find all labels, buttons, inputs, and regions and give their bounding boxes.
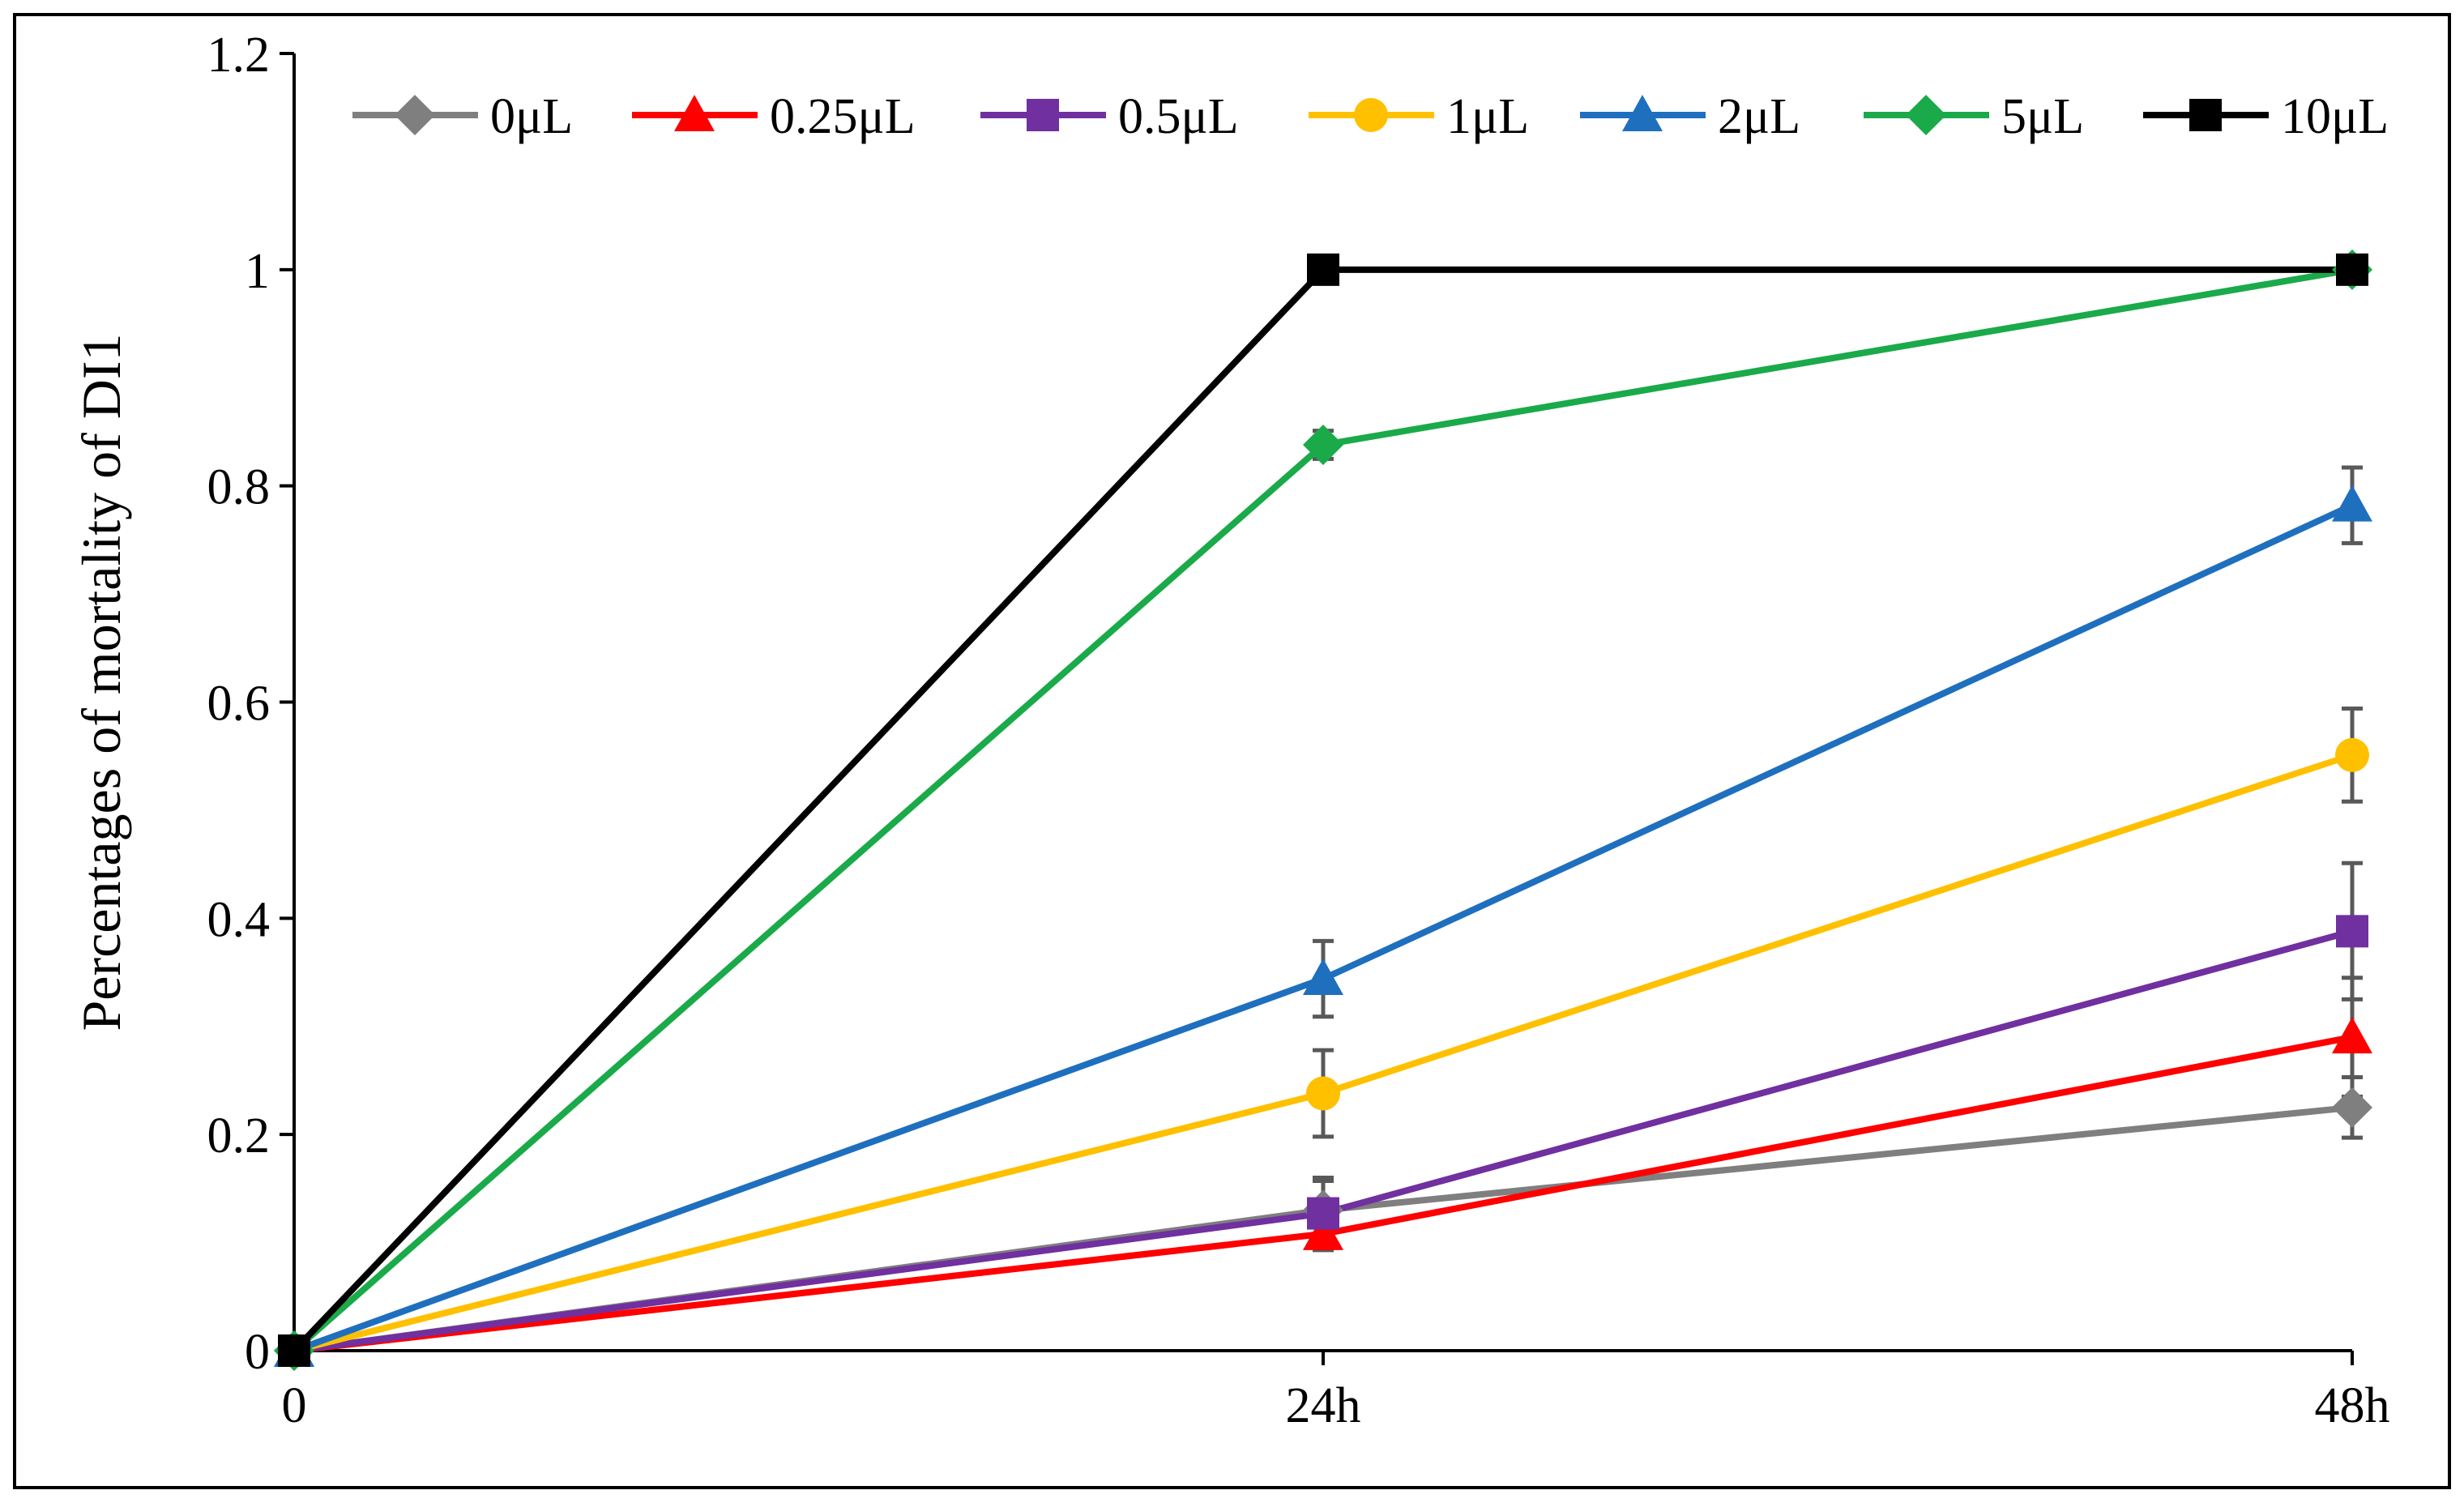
data-point — [2336, 915, 2368, 948]
y-tick-label: 1.2 — [207, 28, 271, 83]
data-point — [2332, 1087, 2372, 1128]
legend-item: 10μL — [2143, 89, 2389, 144]
legend-label: 0μL — [490, 89, 573, 144]
y-tick-label: 0.6 — [207, 677, 271, 732]
legend-item: 5μL — [1864, 89, 2084, 144]
legend-marker — [1906, 95, 1946, 135]
data-point — [278, 1334, 310, 1367]
y-tick-label: 0.4 — [207, 892, 271, 947]
axes: 0 0.2 0.4 0.6 0.8 1 1.2 0 24h 48h — [207, 28, 2390, 1433]
legend-label: 2μL — [1718, 89, 1800, 144]
legend-marker — [1622, 95, 1663, 131]
y-tick-label: 0.2 — [207, 1108, 271, 1164]
legend-label: 10μL — [2281, 89, 2389, 144]
series-lines — [292, 266, 2354, 1354]
chart-border — [13, 13, 2451, 1489]
data-point — [2332, 1017, 2372, 1054]
y-axis-title: Percentages of mortality of DI1 — [70, 333, 132, 1031]
legend-marker — [674, 95, 715, 131]
data-point — [1303, 1213, 1343, 1250]
legend-marker — [2189, 99, 2222, 131]
y-tick-label: 0.8 — [207, 460, 271, 515]
legend-item: 0μL — [352, 89, 573, 144]
legend-label: 5μL — [2001, 89, 2084, 144]
legend-marker — [395, 95, 435, 135]
x-tick-label: 48h — [2315, 1378, 2390, 1433]
x-tick-label: 24h — [1286, 1378, 1361, 1433]
series-markers — [274, 249, 2372, 1371]
data-point — [2336, 253, 2368, 286]
legend-item: 2μL — [1580, 89, 1800, 144]
y-tick-label: 0 — [245, 1325, 270, 1380]
legend-label: 0.25μL — [770, 89, 916, 144]
data-point — [1303, 959, 1343, 996]
legend-item: 0.25μL — [632, 89, 916, 144]
legend-label: 1μL — [1446, 89, 1529, 144]
legend-marker — [1354, 98, 1388, 132]
data-point — [1306, 1076, 1340, 1111]
y-tick-label: 1 — [245, 244, 270, 299]
x-tick-label: 0 — [282, 1378, 307, 1433]
legend-item: 1μL — [1309, 89, 1529, 144]
legend: 0μL 0.25μL 0.5μL 1μL 2μL 5μL 10μL — [352, 89, 2389, 144]
data-point — [1303, 424, 1343, 465]
data-point — [2332, 485, 2372, 522]
data-point — [1307, 1197, 1339, 1230]
legend-label: 0.5μL — [1118, 89, 1239, 144]
legend-item: 0.5μL — [980, 89, 1239, 144]
data-point — [1307, 253, 1339, 286]
data-point — [2335, 737, 2369, 772]
legend-marker — [1027, 99, 1059, 131]
